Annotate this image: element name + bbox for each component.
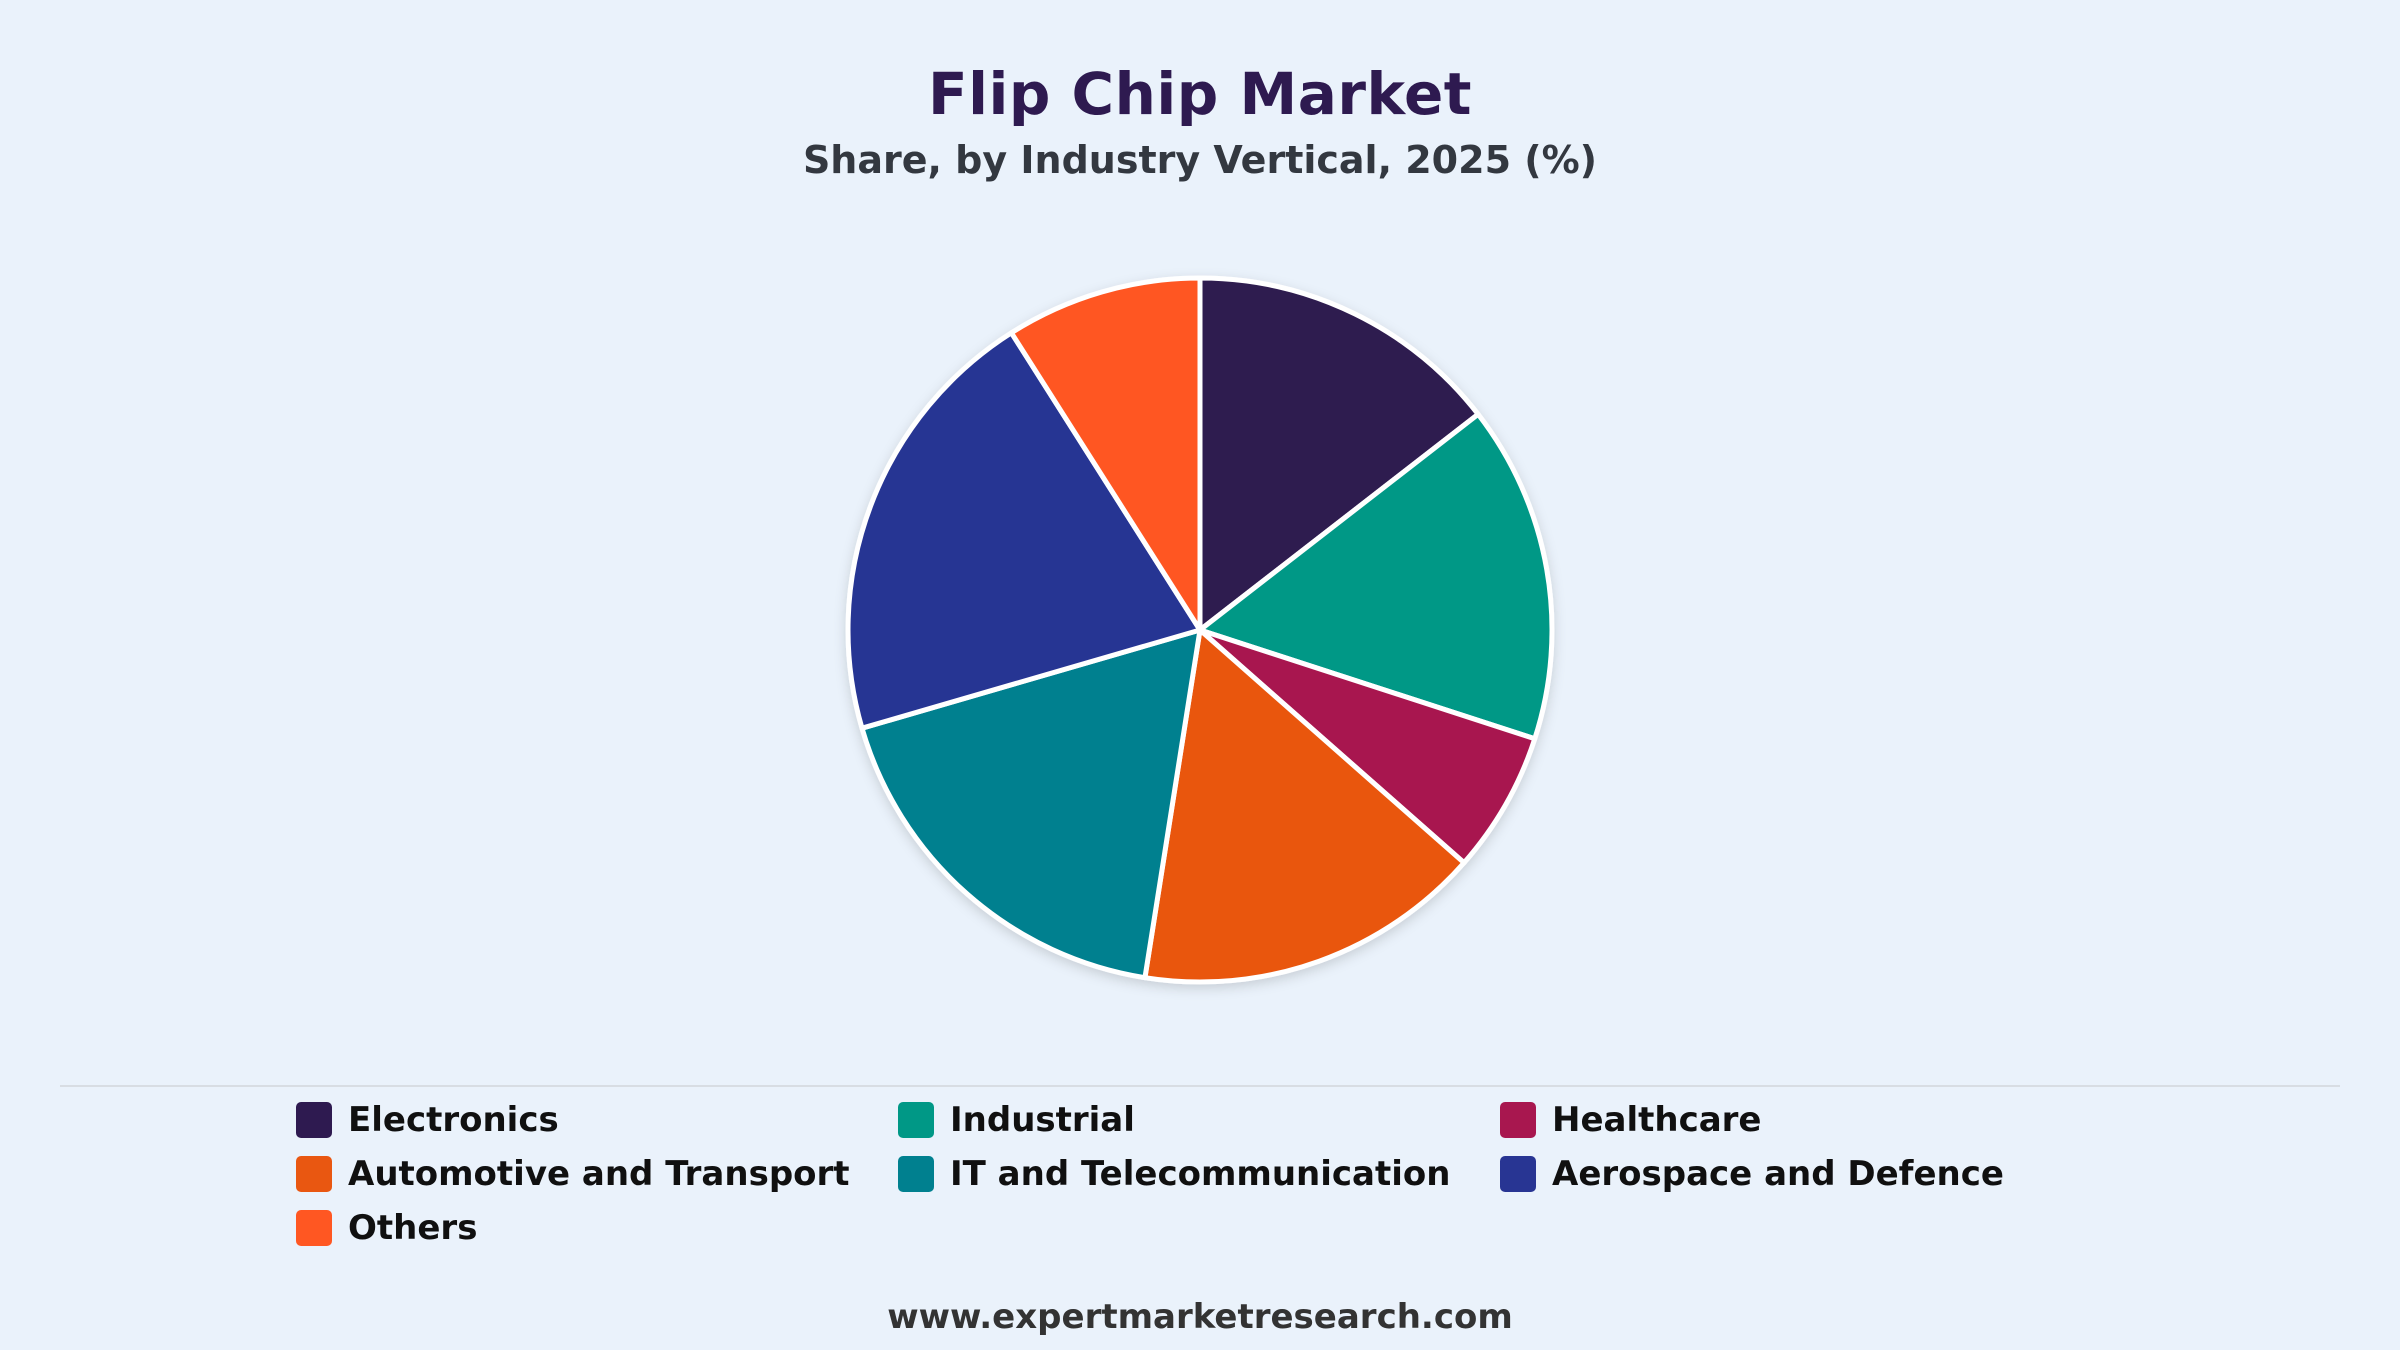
legend-label: Electronics [348,1100,559,1140]
pie-slices [845,275,1555,985]
legend-swatch [1500,1102,1536,1138]
legend-item-others[interactable]: Others [296,1203,477,1253]
pie-slice-aerospace-and-defence[interactable] [845,330,1203,731]
chart-title: Flip Chip Market [927,60,1473,128]
legend-item-industrial[interactable]: Industrial [898,1095,1135,1145]
legend-swatch [1500,1156,1536,1192]
legend-item-electronics[interactable]: Electronics [296,1095,559,1145]
legend-label: Automotive and Transport [348,1154,850,1194]
legend: Electronics Industrial Healthcare Automo… [0,1095,2400,1265]
legend-divider [60,1085,2340,1087]
legend-item-it-and-telecommunication[interactable]: IT and Telecommunication [898,1149,1450,1199]
legend-swatch [296,1156,332,1192]
pie-slice-others[interactable] [1008,275,1203,633]
legend-swatch [898,1156,934,1192]
legend-item-healthcare[interactable]: Healthcare [1500,1095,1762,1145]
legend-label: IT and Telecommunication [950,1154,1451,1194]
legend-swatch [898,1102,934,1138]
pie-slice-it-and-telecommunication[interactable] [859,627,1203,981]
source-link[interactable]: www.expertmarketresearch.com [887,1297,1513,1337]
pie-slice-automotive-and-transport[interactable] [1142,627,1467,985]
legend-item-aerospace-and-defence[interactable]: Aerospace and Defence [1500,1149,2004,1199]
legend-swatch [296,1210,332,1246]
legend-label: Industrial [950,1100,1135,1140]
legend-label: Aerospace and Defence [1552,1154,2004,1194]
legend-item-automotive-and-transport[interactable]: Automotive and Transport [296,1149,850,1199]
chart-subtitle: Share, by Industry Vertical, 2025 (%) [802,138,1598,182]
pie-slice-healthcare[interactable] [1197,627,1538,866]
legend-label: Others [348,1208,478,1248]
legend-swatch [296,1102,332,1138]
pie-slice-electronics[interactable] [1197,275,1481,633]
legend-label: Healthcare [1552,1100,1762,1140]
